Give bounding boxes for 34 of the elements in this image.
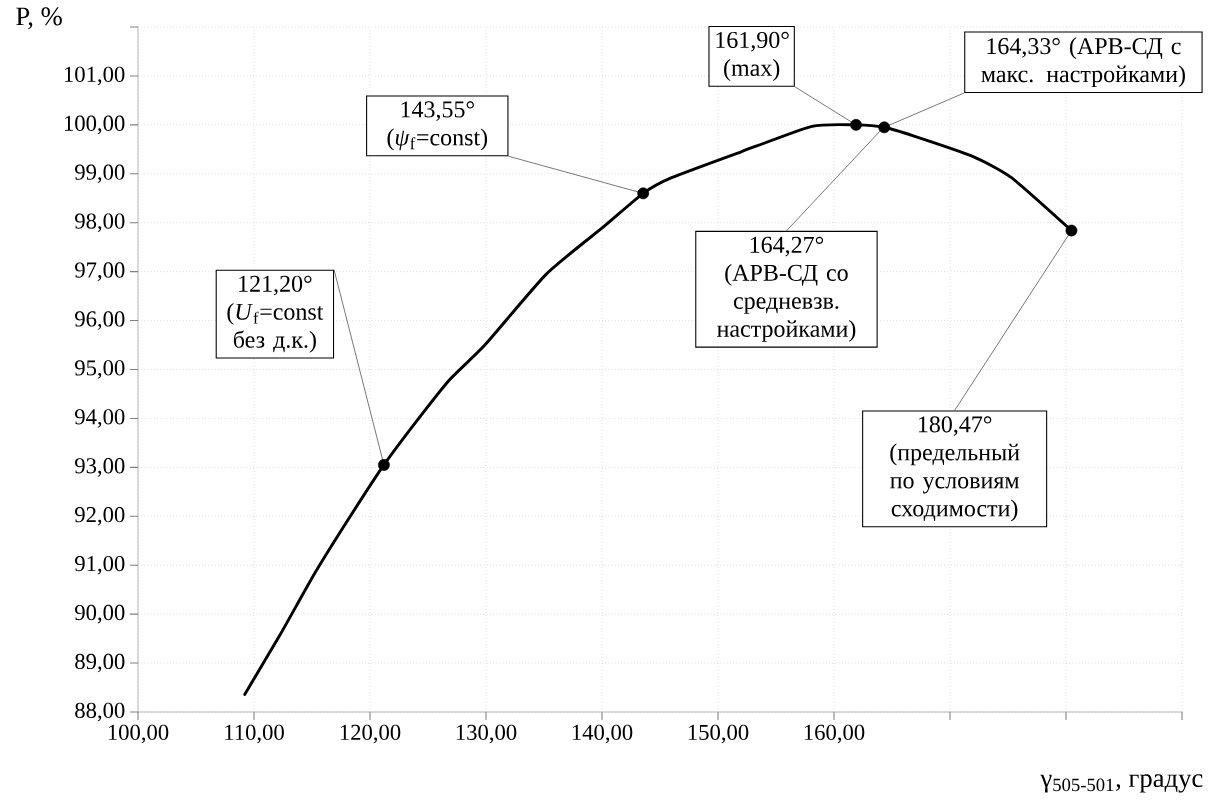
- y-tick-label: 100,00: [64, 115, 125, 135]
- y-tick-label: 88,00: [75, 702, 125, 722]
- y-tick-label: 90,00: [75, 604, 125, 624]
- annotation: 164,33° (АРВ-СД с макс. настройками): [981, 37, 1185, 88]
- y-axis-title: P, %: [16, 7, 62, 30]
- point: [850, 118, 862, 131]
- annotation: 180,47° (предельный по условиям сходимости): [890, 416, 1020, 522]
- x-tick-label: 150,00: [688, 724, 749, 744]
- y-tick-label: 99,00: [75, 164, 125, 184]
- point: [1065, 224, 1078, 237]
- x-tick-label: 130,00: [456, 724, 517, 744]
- y-tick-label: 95,00: [75, 360, 125, 379]
- x-tick-label: 140,00: [572, 724, 633, 744]
- x-axis-title: γ$_{505-501}$, градус: [1040, 774, 1203, 793]
- y-tick-label: 101,00: [64, 66, 125, 86]
- annotation: 121,20° (U$_{f}$=const без д.к.): [227, 275, 324, 353]
- y-tick-label: 89,00: [75, 653, 125, 673]
- y-tick-label: 92,00: [75, 507, 125, 526]
- y-tick-label: 96,00: [75, 311, 125, 330]
- point: [637, 187, 650, 200]
- x-tick-label: 120,00: [340, 724, 401, 744]
- point: [878, 121, 891, 134]
- x-tick-label: 160,00: [804, 724, 865, 744]
- annotation: 143,55° (ψ$_{f}$=const): [387, 101, 488, 151]
- x-tick-label: 110,00: [225, 724, 284, 744]
- y-tick-label: 93,00: [75, 458, 125, 477]
- point: [378, 459, 390, 471]
- y-tick-label: 98,00: [75, 213, 125, 232]
- annotation: 161,90° (max): [716, 31, 789, 81]
- y-tick-label: 94,00: [75, 409, 125, 428]
- y-tick-label: 97,00: [75, 262, 125, 281]
- x-tick-label: 100,00: [108, 724, 169, 744]
- annotation: 164,27° (АРВ-СД со средневзв. настройками): [717, 236, 856, 342]
- y-tick-label: 91,00: [75, 555, 125, 575]
